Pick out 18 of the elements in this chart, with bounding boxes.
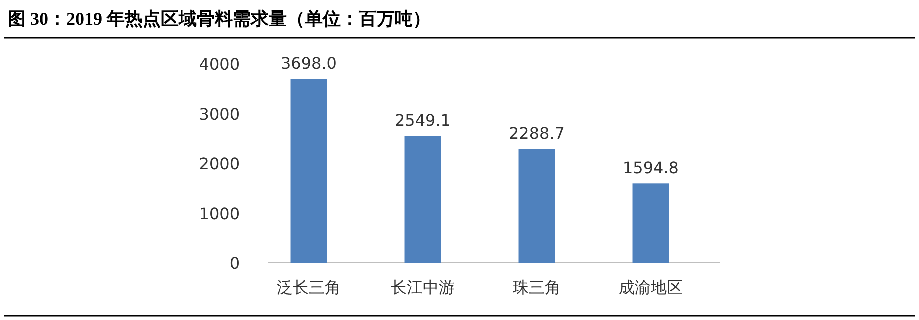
y-tick-label: 2000 — [199, 154, 240, 174]
x-tick-label: 长江中游 — [391, 278, 455, 297]
y-tick-label: 0 — [230, 254, 240, 273]
y-tick-label: 3000 — [199, 104, 240, 124]
bar — [632, 184, 670, 263]
bar — [290, 79, 328, 263]
title: 图 30：2019 年热点区域骨料需求量（单位：百万吨） — [8, 9, 431, 29]
x-tick-label: 成渝地区 — [619, 278, 683, 297]
data-label: 2549.1 — [395, 111, 451, 130]
bar — [518, 149, 556, 263]
data-label: 1594.8 — [623, 158, 679, 178]
y-tick-label: 1000 — [199, 204, 240, 224]
x-tick-label: 珠三角 — [513, 278, 561, 297]
bar — [404, 136, 442, 263]
y-tick-label: 4000 — [199, 55, 240, 74]
x-tick-label: 泛长三角 — [277, 278, 341, 297]
data-label: 3698.0 — [281, 54, 337, 74]
data-label: 2288.7 — [509, 124, 565, 144]
